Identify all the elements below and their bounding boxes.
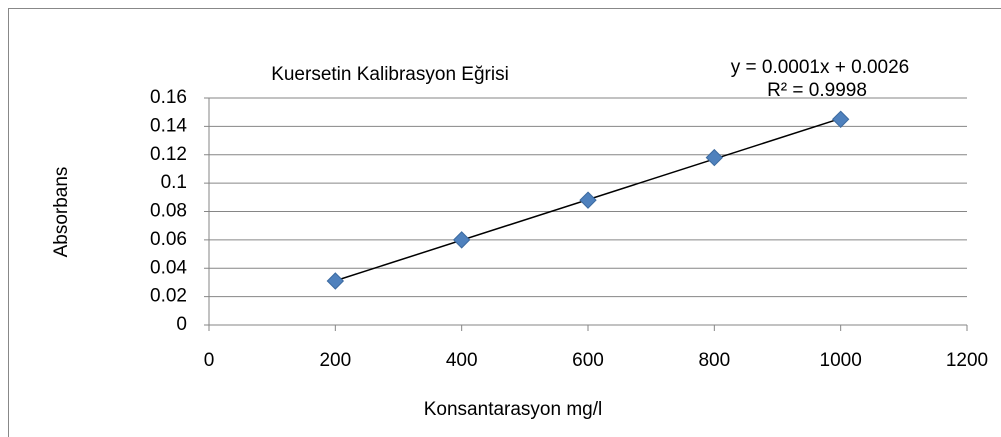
- trend-r2: R² = 0.9998: [767, 80, 867, 101]
- y-tick-label: 0.02: [150, 286, 187, 307]
- x-axis-label: Konsantarasyon mg/l: [424, 399, 603, 420]
- chart-title: Kuersetin Kalibrasyon Eğrisi: [271, 64, 509, 85]
- x-tick-label: 400: [446, 350, 478, 371]
- trend-equation: y = 0.0001x + 0.0026: [731, 57, 910, 78]
- y-tick-label: 0: [176, 314, 187, 335]
- y-tick-label: 0.08: [150, 201, 187, 222]
- y-tick-label: 0.16: [150, 87, 187, 108]
- y-tick-label: 0.04: [150, 257, 187, 278]
- data-point: [831, 110, 850, 128]
- data-point: [326, 272, 345, 290]
- y-tick-label: 0.1: [161, 172, 187, 193]
- y-axis-label: Absorbans: [51, 167, 72, 258]
- x-tick-label: 1000: [820, 350, 862, 371]
- data-point: [579, 191, 597, 209]
- data-point: [705, 148, 724, 167]
- x-tick-label: 600: [572, 350, 604, 371]
- x-tick-label: 800: [698, 350, 730, 371]
- y-tick-label: 0.14: [150, 115, 187, 136]
- y-tick-label: 0.12: [150, 144, 187, 165]
- y-tick-label: 0.06: [150, 229, 187, 250]
- chart-border: [8, 8, 1001, 437]
- x-tick-label: 200: [319, 350, 351, 371]
- x-tick-label: 0: [204, 350, 215, 371]
- data-point: [452, 231, 471, 249]
- x-tick-label: 1200: [946, 350, 988, 371]
